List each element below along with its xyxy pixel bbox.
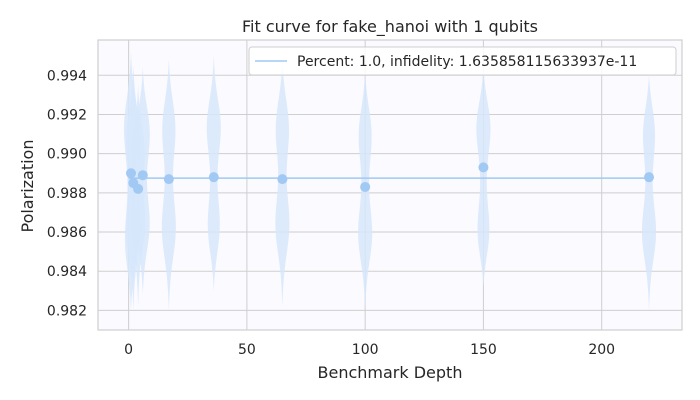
data-point: [478, 162, 489, 173]
legend: Percent: 1.0, infidelity: 1.635858115633…: [248, 46, 677, 76]
data-point: [277, 174, 288, 185]
y-axis-label: Polarization: [18, 140, 37, 233]
data-point: [137, 170, 148, 181]
data-point: [133, 183, 144, 194]
x-tick-label: 200: [588, 342, 615, 358]
data-point: [208, 172, 219, 183]
y-tick-label: 0.984: [47, 264, 87, 280]
plot-border: [97, 39, 683, 331]
chart-title: Fit curve for fake_hanoi with 1 qubits: [242, 17, 538, 37]
plot-area: [98, 40, 682, 330]
x-tick-label: 100: [352, 342, 379, 358]
y-axis-ticks: 0.982 0.984 0.986 0.988 0.990 0.992 0.994: [47, 68, 87, 319]
data-points: [125, 162, 655, 194]
violin-distributions: [124, 51, 656, 311]
data-point: [360, 181, 371, 192]
violin-shape: [642, 75, 656, 311]
legend-label: Percent: 1.0, infidelity: 1.635858115633…: [297, 54, 637, 70]
violin-shape: [476, 65, 491, 287]
violin-shape: [135, 67, 150, 295]
x-axis-ticks: 0 50 100 150 200: [124, 342, 615, 358]
data-point: [125, 168, 136, 179]
legend-box: [248, 46, 677, 76]
violin-shape: [161, 59, 176, 311]
x-tick-label: 0: [124, 342, 133, 358]
y-tick-label: 0.992: [47, 107, 87, 123]
x-axis-label: Benchmark Depth: [318, 363, 463, 382]
x-tick-label: 50: [238, 342, 256, 358]
x-tick-label: 150: [470, 342, 497, 358]
data-point: [163, 174, 174, 185]
y-tick-label: 0.990: [47, 147, 87, 163]
y-tick-label: 0.988: [47, 186, 87, 202]
y-tick-label: 0.982: [47, 303, 87, 319]
y-tick-label: 0.994: [47, 68, 87, 84]
y-tick-label: 0.986: [47, 225, 87, 241]
data-point: [644, 172, 655, 183]
